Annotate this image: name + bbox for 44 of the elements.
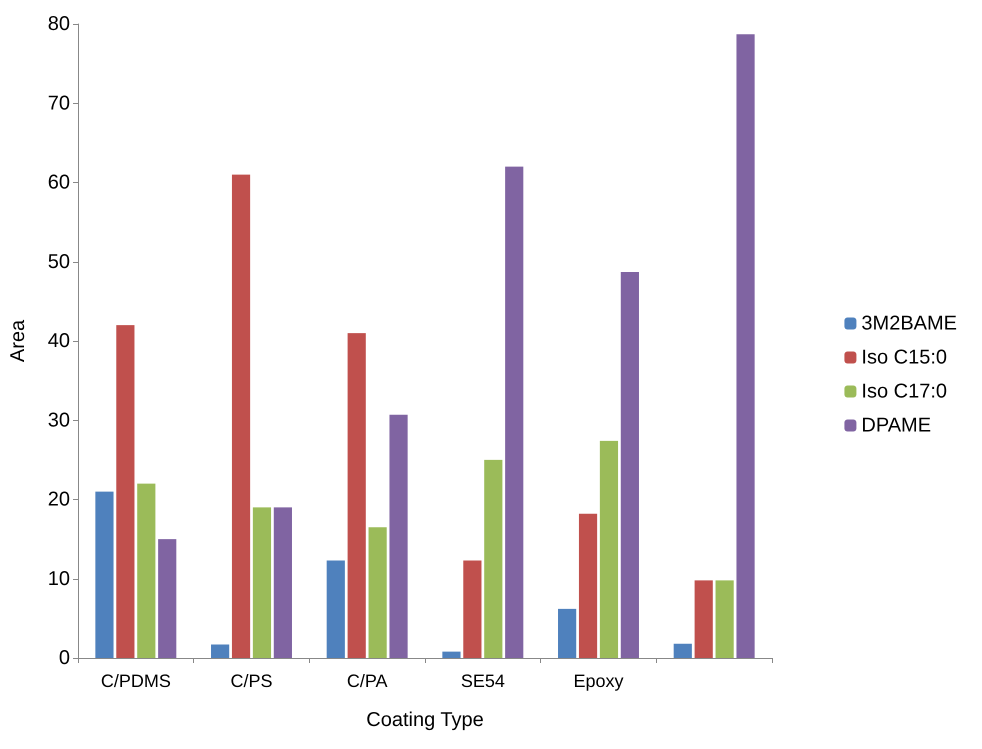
bar [620,272,639,658]
bar [116,325,134,658]
x-tick-label: C/PA [346,671,388,691]
y-tick-label: 20 [48,488,70,510]
bar [274,507,292,658]
y-tick-label: 50 [48,250,70,273]
x-axis-title: Coating Type [366,709,484,731]
bar [736,34,755,658]
bar [368,527,387,658]
legend-label: Iso C15:0 [861,346,948,368]
x-tick-label: C/PDMS [100,671,171,691]
y-tick-label: 60 [48,172,70,194]
bar [389,414,408,658]
legend-label: DPAME [861,414,932,436]
x-tick-label: SE54 [460,671,505,691]
bar [463,560,482,658]
bar [505,166,524,658]
bar [674,644,692,658]
bar [137,484,156,658]
bar [158,539,176,658]
y-axis-title: Area [7,319,29,362]
bar [558,608,576,658]
bar [578,514,598,658]
y-tick-label: 40 [48,330,70,352]
bar [95,492,114,658]
x-tick-label: C/PS [230,671,273,691]
y-tick-label: 80 [48,13,70,35]
y-tick-label: 0 [58,647,70,669]
legend-label: Iso C17:0 [861,380,948,402]
bar [484,460,502,658]
bar [442,652,461,658]
bar [211,644,230,658]
bar [694,580,713,658]
legend-label: 3M2BAME [861,312,958,334]
y-tick-label: 30 [48,409,70,432]
bar [252,507,272,658]
bar [716,580,734,658]
y-tick-label: 70 [48,92,70,114]
bar [600,440,618,658]
bar [348,333,366,658]
bar [326,560,345,658]
x-tick-label: Epoxy [573,671,624,691]
bar [232,174,250,658]
y-tick-label: 10 [48,568,70,590]
